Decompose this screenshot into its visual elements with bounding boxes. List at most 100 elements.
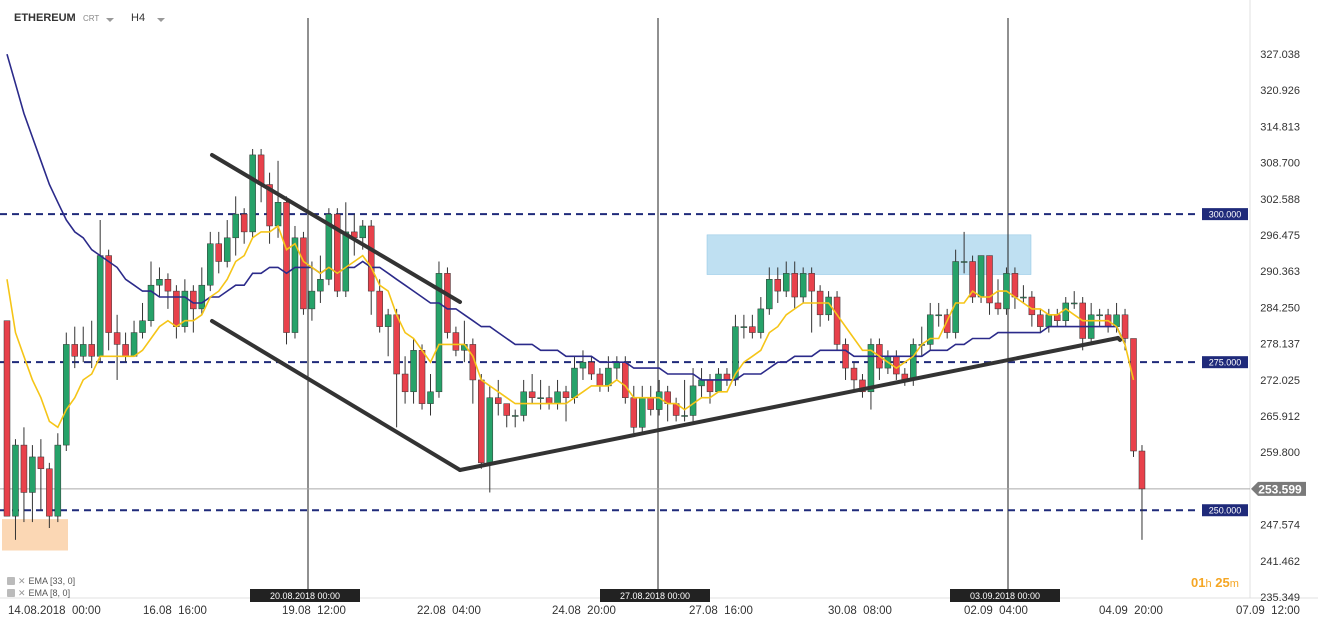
bullish-candle[interactable]	[960, 261, 968, 263]
bearish-candle[interactable]	[257, 154, 265, 185]
bearish-candle[interactable]	[122, 344, 129, 357]
bearish-candle[interactable]	[367, 225, 375, 292]
bearish-candle[interactable]	[452, 332, 460, 351]
timeframe-selector[interactable]: H4	[131, 12, 146, 24]
bearish-candle[interactable]	[266, 184, 273, 227]
bullish-candle[interactable]	[571, 367, 578, 398]
chart-type-selector[interactable]: CRT	[83, 14, 100, 23]
bearish-candle[interactable]	[37, 456, 45, 470]
bearish-candle[interactable]	[495, 397, 502, 404]
bearish-candle[interactable]	[283, 202, 290, 333]
bearish-candle[interactable]	[3, 320, 11, 517]
bearish-candle[interactable]	[334, 213, 341, 292]
bullish-candle[interactable]	[486, 397, 494, 464]
bearish-candle[interactable]	[630, 397, 638, 428]
bullish-candle[interactable]	[537, 397, 544, 399]
bullish-candle[interactable]	[410, 350, 417, 393]
trend-line[interactable]	[210, 319, 462, 472]
bearish-candle[interactable]	[893, 356, 900, 375]
bullish-candle[interactable]	[139, 320, 146, 333]
bearish-candle[interactable]	[376, 290, 383, 327]
bearish-candle[interactable]	[943, 314, 951, 333]
bearish-candle[interactable]	[190, 290, 197, 310]
bearish-candle[interactable]	[215, 243, 222, 262]
trend-line[interactable]	[1116, 336, 1122, 342]
bearish-candle[interactable]	[503, 403, 510, 416]
bearish-candle[interactable]	[46, 468, 53, 517]
bullish-candle[interactable]	[325, 213, 333, 280]
bullish-candle[interactable]	[1020, 296, 1027, 299]
bearish-candle[interactable]	[1121, 314, 1129, 339]
bearish-candle[interactable]	[113, 332, 121, 345]
bullish-candle[interactable]	[554, 391, 561, 404]
bearish-candle[interactable]	[1138, 450, 1146, 490]
bullish-candle[interactable]	[910, 344, 917, 381]
bearish-candle[interactable]	[791, 273, 798, 298]
bearish-candle[interactable]	[418, 350, 426, 404]
bullish-candle[interactable]	[655, 391, 663, 410]
bearish-candle[interactable]	[1130, 338, 1137, 452]
bullish-candle[interactable]	[1070, 302, 1078, 305]
bullish-candle[interactable]	[1045, 314, 1053, 327]
bullish-candle[interactable]	[757, 308, 765, 333]
bullish-candle[interactable]	[1096, 314, 1103, 317]
bearish-candle[interactable]	[774, 279, 782, 292]
bearish-candle[interactable]	[1037, 314, 1044, 327]
bearish-candle[interactable]	[528, 391, 536, 398]
bearish-candle[interactable]	[622, 361, 629, 398]
bullish-candle[interactable]	[147, 284, 155, 321]
bullish-candle[interactable]	[54, 444, 62, 517]
bullish-candle[interactable]	[317, 279, 324, 292]
bullish-candle[interactable]	[740, 326, 748, 328]
bullish-candle[interactable]	[223, 237, 231, 262]
bullish-candle[interactable]	[79, 344, 87, 357]
bullish-candle[interactable]	[935, 314, 942, 317]
chevron-down-icon[interactable]	[157, 18, 165, 22]
bearish-candle[interactable]	[88, 344, 95, 357]
bearish-candle[interactable]	[300, 237, 307, 310]
bearish-candle[interactable]	[808, 273, 815, 292]
bullish-candle[interactable]	[639, 397, 646, 428]
bearish-candle[interactable]	[723, 373, 731, 381]
bullish-candle[interactable]	[232, 213, 239, 239]
bullish-candle[interactable]	[799, 273, 807, 298]
bullish-candle[interactable]	[359, 225, 366, 239]
bearish-candle[interactable]	[444, 273, 451, 333]
symbol-label[interactable]: ETHEREUM	[14, 12, 76, 24]
list-icon[interactable]	[7, 589, 15, 597]
bullish-candle[interactable]	[207, 243, 214, 286]
bullish-candle[interactable]	[681, 415, 688, 417]
bearish-candle[interactable]	[164, 279, 172, 292]
bullish-candle[interactable]	[181, 290, 189, 327]
bearish-candle[interactable]	[401, 373, 409, 393]
bullish-candle[interactable]	[766, 279, 773, 310]
bullish-candle[interactable]	[291, 237, 299, 333]
close-icon[interactable]: ✕	[18, 576, 26, 586]
bearish-candle[interactable]	[588, 361, 595, 375]
trend-line[interactable]	[458, 336, 1120, 472]
bearish-candle[interactable]	[393, 314, 400, 375]
bearish-candle[interactable]	[859, 379, 866, 393]
bearish-candle[interactable]	[469, 344, 477, 381]
bullish-candle[interactable]	[715, 373, 722, 393]
bullish-candle[interactable]	[435, 273, 443, 393]
chevron-down-icon[interactable]	[106, 18, 114, 22]
bullish-candle[interactable]	[977, 255, 985, 298]
bullish-candle[interactable]	[274, 202, 282, 227]
bullish-candle[interactable]	[198, 284, 206, 310]
bearish-candle[interactable]	[842, 344, 849, 369]
bullish-candle[interactable]	[427, 391, 434, 404]
bullish-candle[interactable]	[342, 231, 350, 292]
bullish-candle[interactable]	[130, 332, 138, 357]
bullish-candle[interactable]	[1062, 302, 1069, 321]
bullish-candle[interactable]	[613, 361, 621, 369]
bearish-candle[interactable]	[478, 379, 485, 464]
bearish-candle[interactable]	[105, 255, 112, 333]
trend-line[interactable]	[210, 153, 462, 304]
bullish-candle[interactable]	[384, 314, 392, 327]
bullish-candle[interactable]	[698, 379, 705, 387]
bearish-candle[interactable]	[994, 302, 1002, 310]
bullish-candle[interactable]	[29, 456, 36, 493]
legend-item-ema33[interactable]: ✕ EMA [33, 0]	[7, 575, 75, 587]
bearish-candle[interactable]	[1054, 314, 1061, 321]
